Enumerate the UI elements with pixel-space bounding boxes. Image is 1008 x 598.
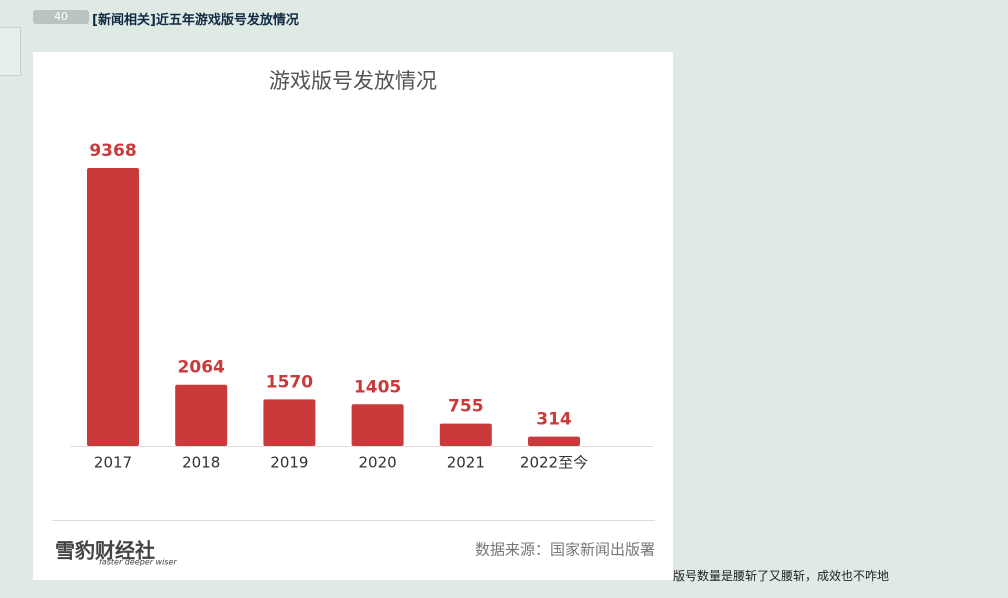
vote-count: 40 <box>54 10 68 23</box>
value-label: 314 <box>536 410 572 430</box>
vote-badge[interactable]: 40 <box>33 10 89 24</box>
value-label: 2064 <box>178 358 225 378</box>
value-label: 1570 <box>266 372 313 392</box>
chart-background <box>33 52 673 580</box>
brand-slogan: faster deeper wiser <box>99 558 177 567</box>
source: 数据来源：国家新闻出版署 <box>475 541 655 559</box>
value-label: 9368 <box>89 141 136 161</box>
value-label: 755 <box>448 397 484 417</box>
bar <box>528 436 580 446</box>
chart-title: 游戏版号发放情况 <box>269 69 437 93</box>
x-tick-label: 2020 <box>359 454 397 472</box>
bar <box>263 399 316 446</box>
brand: 雪豹财经社 <box>55 539 155 563</box>
post-caption: 版号数量是腰斩了又腰斩，成效也不咋地 <box>673 569 890 583</box>
post-title[interactable]: [新闻相关]近五年游戏版号发放情况 <box>92 13 299 28</box>
value-label: 1405 <box>354 377 401 397</box>
side-tab[interactable] <box>0 27 21 76</box>
x-tick-label: 2021 <box>447 454 485 472</box>
bar <box>87 168 139 446</box>
x-tick-label: 2018 <box>182 454 220 472</box>
bar <box>175 384 228 446</box>
x-tick-label: 2019 <box>270 454 308 472</box>
bar <box>439 423 492 446</box>
x-tick-label: 2022至今 <box>520 454 588 472</box>
bar <box>351 404 404 446</box>
chart: 游戏版号发放情况 雪豹财经社 faster deeper wiser 数据来源：… <box>33 52 673 580</box>
x-tick-label: 2017 <box>94 454 132 472</box>
